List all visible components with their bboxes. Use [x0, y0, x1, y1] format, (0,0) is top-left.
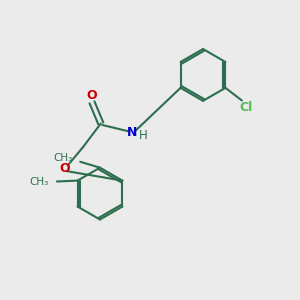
Text: O: O	[59, 162, 70, 175]
Text: O: O	[86, 89, 97, 102]
Text: CH₃: CH₃	[30, 176, 49, 187]
Text: N: N	[127, 126, 137, 140]
Text: CH₃: CH₃	[53, 153, 72, 163]
Text: Cl: Cl	[239, 100, 253, 113]
Text: H: H	[139, 129, 147, 142]
